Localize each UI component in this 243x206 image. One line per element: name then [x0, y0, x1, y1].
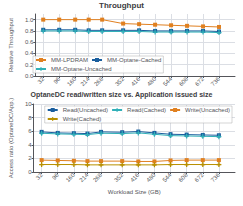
svg-text:0: 0 — [28, 169, 32, 175]
svg-text:Write(Uncached): Write(Uncached) — [185, 107, 230, 113]
svg-text:MM-Optane-Cached: MM-Optane-Cached — [107, 57, 161, 63]
svg-text:608: 608 — [177, 171, 189, 183]
svg-text:214: 214 — [78, 171, 90, 183]
svg-text:96: 96 — [52, 75, 61, 84]
svg-text:416: 416 — [130, 75, 142, 87]
svg-text:0.2: 0.2 — [25, 62, 34, 68]
svg-text:0.8: 0.8 — [25, 28, 34, 34]
svg-text:6: 6 — [28, 128, 32, 134]
svg-text:Workload Size (GB): Workload Size (GB) — [108, 189, 161, 195]
svg-text:416: 416 — [129, 171, 141, 183]
svg-text:32: 32 — [35, 171, 44, 180]
svg-text:736: 736 — [210, 75, 222, 87]
svg-text:352: 352 — [114, 75, 126, 87]
svg-text:32: 32 — [36, 75, 45, 84]
svg-text:96: 96 — [51, 171, 60, 180]
svg-text:Access ratio (OptaneDC/App.): Access ratio (OptaneDC/App.) — [8, 98, 14, 179]
svg-text:Write(Cached): Write(Cached) — [63, 116, 102, 122]
svg-text:736: 736 — [210, 171, 222, 183]
svg-text:0.6: 0.6 — [25, 39, 34, 45]
svg-text:160: 160 — [65, 171, 77, 183]
svg-text:608: 608 — [178, 75, 190, 87]
svg-text:352: 352 — [113, 171, 125, 183]
svg-text:0.4: 0.4 — [25, 50, 34, 56]
svg-text:672: 672 — [194, 171, 206, 183]
svg-text:268: 268 — [93, 75, 105, 87]
svg-text:4: 4 — [28, 142, 32, 148]
svg-text:MM-Optane-Uncached: MM-Optane-Uncached — [51, 66, 112, 72]
svg-text:MM-LPDRAM: MM-LPDRAM — [51, 57, 88, 63]
svg-text:10: 10 — [25, 101, 32, 107]
svg-text:Read(Uncached): Read(Uncached) — [63, 107, 108, 113]
svg-text:214: 214 — [79, 75, 91, 87]
svg-text:480: 480 — [145, 171, 157, 183]
svg-text:160: 160 — [66, 75, 78, 87]
svg-text:1.0: 1.0 — [25, 17, 34, 23]
svg-text:480: 480 — [146, 75, 158, 87]
svg-text:8: 8 — [28, 115, 32, 121]
svg-text:Relative Throughput: Relative Throughput — [8, 18, 14, 72]
svg-text:0.0: 0.0 — [25, 73, 34, 79]
svg-text:544: 544 — [161, 171, 173, 183]
svg-text:672: 672 — [194, 75, 206, 87]
svg-text:268: 268 — [92, 171, 104, 183]
svg-text:Throughput: Throughput — [99, 1, 144, 10]
svg-text:OptaneDC read/written size vs.: OptaneDC read/written size vs. Applicati… — [31, 91, 213, 99]
svg-text:544: 544 — [162, 75, 174, 87]
svg-text:Read(Cached): Read(Cached) — [127, 107, 166, 113]
svg-text:2: 2 — [28, 155, 32, 161]
